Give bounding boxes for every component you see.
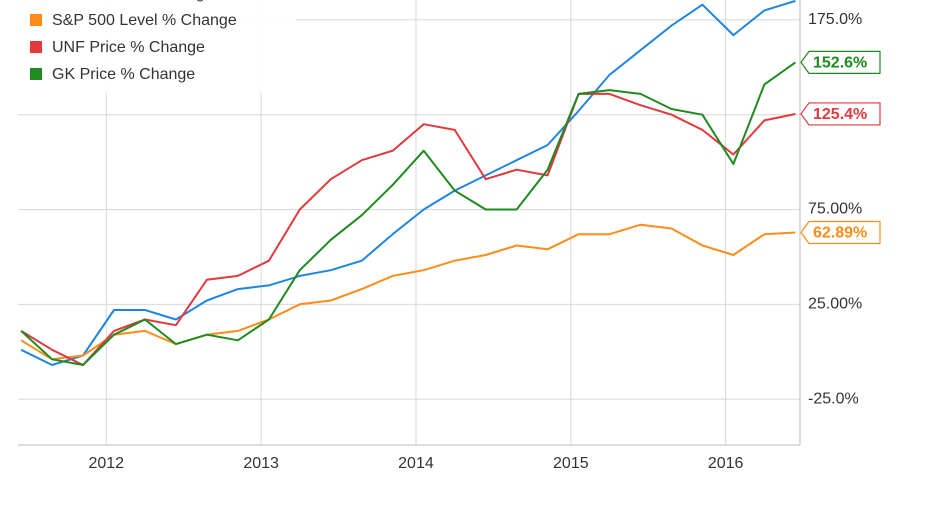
value-label-box	[800, 220, 881, 245]
x-tick-label: 2016	[708, 455, 744, 472]
y-tick-label: -25.0%	[808, 390, 859, 407]
series-line	[20, 61, 796, 366]
series-line	[20, 0, 796, 366]
legend: CTAS Price % Change S&P 500 Level % Chang…	[18, 0, 296, 93]
value-label-box	[800, 102, 881, 126]
y-tick-label: 75.00%	[808, 201, 862, 218]
value-label: 62.89%	[813, 225, 867, 242]
grid	[18, 0, 800, 445]
legend-swatch	[30, 41, 42, 53]
legend-label: GK Price % Change	[52, 66, 195, 83]
value-label: 125.4%	[813, 106, 867, 123]
legend-box	[18, 0, 296, 93]
series-line	[20, 223, 796, 361]
legend-swatch	[30, 14, 42, 26]
value-label: 152.6%	[813, 55, 867, 72]
value-label-box	[800, 50, 881, 74]
y-tick-label: 25.00%	[808, 296, 862, 313]
series-line	[20, 92, 796, 366]
legend-label: S&P 500 Level % Change	[52, 12, 237, 29]
y-tick-label: 175.0%	[808, 11, 862, 28]
x-tick-label: 2015	[553, 455, 589, 472]
legend-swatch	[30, 68, 42, 80]
lines	[20, 0, 796, 366]
x-tick-label: 2013	[243, 455, 279, 472]
legend-label: CTAS Price % Change	[52, 0, 214, 2]
legend-label: UNF Price % Change	[52, 39, 205, 56]
labels: -25.0% 25.00% 75.00% 175.0% 2012 2013 2014 2015…	[88, 11, 881, 472]
x-tick-label: 2012	[88, 455, 124, 472]
x-tick-label: 2014	[398, 455, 434, 472]
